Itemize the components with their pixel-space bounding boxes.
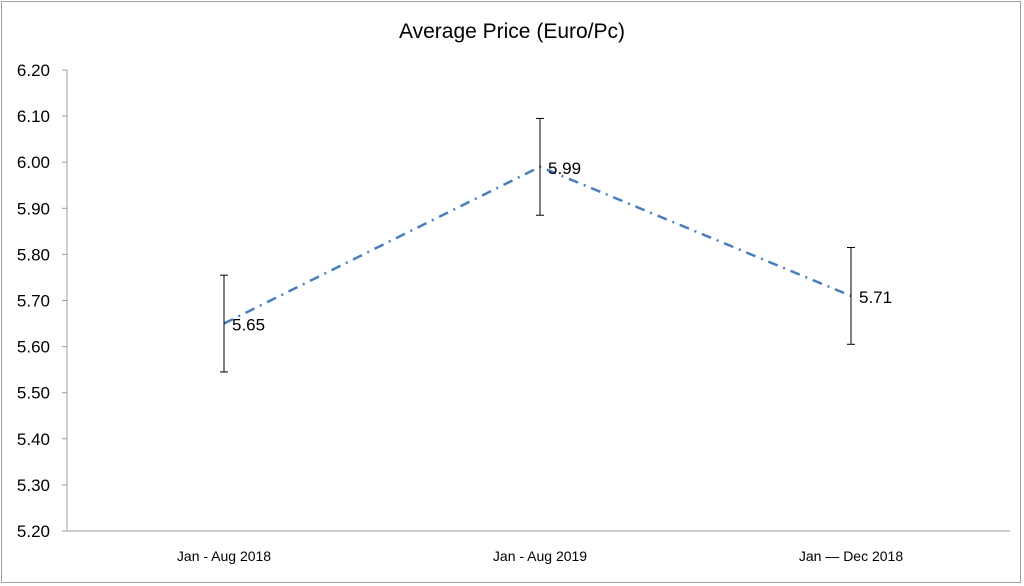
chart-title: Average Price (Euro/Pc) bbox=[399, 20, 625, 43]
y-tick-label: 5.70 bbox=[17, 292, 50, 311]
y-tick-label: 5.40 bbox=[17, 430, 50, 449]
x-tick-label: Jan - Aug 2018 bbox=[177, 548, 271, 564]
y-tick-label: 5.90 bbox=[17, 199, 50, 218]
y-tick-label: 5.20 bbox=[17, 522, 50, 541]
y-tick-label: 5.50 bbox=[17, 384, 50, 403]
y-tick-label: 6.20 bbox=[17, 61, 50, 80]
y-tick-label: 6.10 bbox=[17, 107, 50, 126]
y-tick-label: 5.30 bbox=[17, 476, 50, 495]
data-label: 5.71 bbox=[859, 288, 892, 307]
x-tick-label: Jan - Aug 2019 bbox=[493, 548, 587, 564]
data-label: 5.65 bbox=[232, 316, 265, 335]
series-line bbox=[223, 165, 852, 325]
y-tick-label: 5.80 bbox=[17, 245, 50, 264]
y-tick-label: 6.00 bbox=[17, 153, 50, 172]
data-label: 5.99 bbox=[548, 159, 581, 178]
x-tick-label: Jan — Dec 2018 bbox=[799, 548, 903, 564]
y-tick-label: 5.60 bbox=[17, 338, 50, 357]
